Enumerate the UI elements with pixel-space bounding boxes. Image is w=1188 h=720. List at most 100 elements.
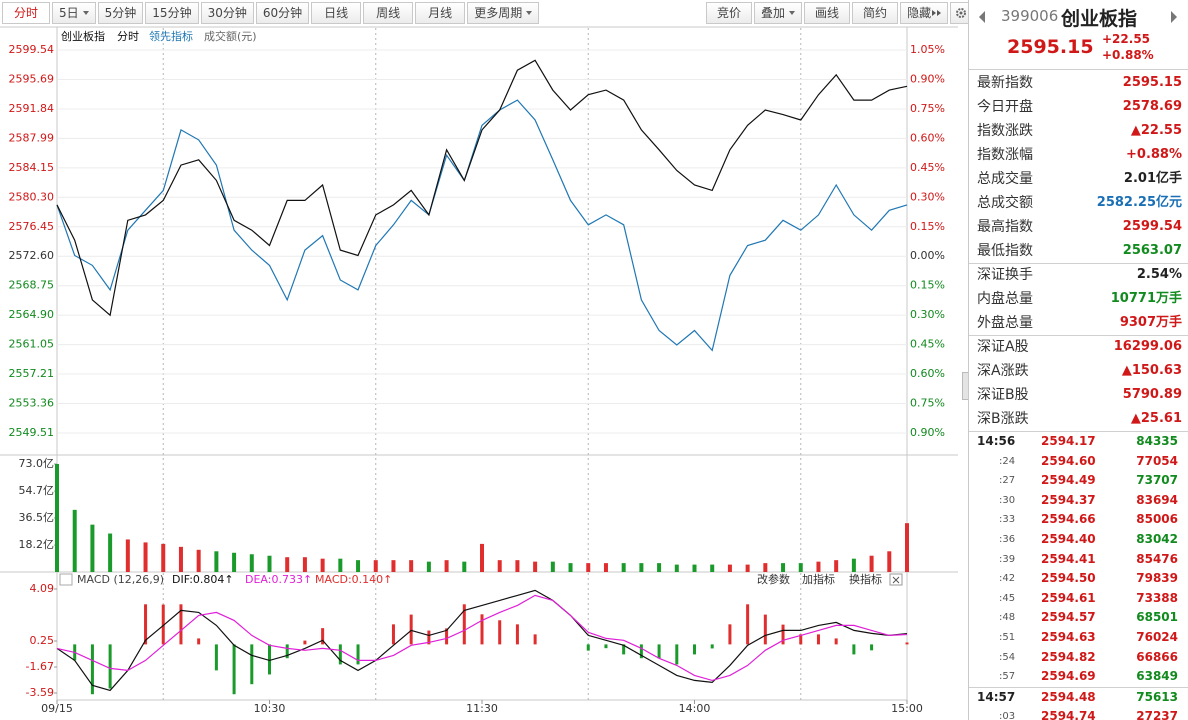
tick-volume: 83042 [1136, 532, 1178, 546]
macd-bar [675, 644, 679, 665]
volume-bar [90, 524, 95, 572]
volume-bar [515, 560, 520, 572]
period-tab[interactable]: 30分钟 [200, 2, 254, 24]
prev-arrow[interactable] [979, 11, 985, 23]
tool-button[interactable]: 叠加 [754, 2, 803, 24]
tick-time: :30 [999, 494, 1016, 506]
tick-time: :57 [999, 671, 1016, 683]
y-tick-label: 18.2亿 [19, 538, 55, 551]
y-tick-label: 2553.36 [9, 397, 55, 410]
indicator-button[interactable]: 换指标 [849, 572, 882, 586]
tick-price: 2594.50 [1041, 571, 1096, 586]
stat-label: 深证B股 [977, 387, 1029, 403]
period-tab[interactable]: 分时 [2, 2, 51, 24]
tick-time: :33 [999, 514, 1016, 526]
legend-series: 创业板指 [61, 29, 105, 43]
frame [0, 26, 958, 701]
volume-bar [727, 564, 732, 572]
tool-button[interactable]: 画线 [804, 2, 851, 24]
y-tick-label: -1.67 [26, 660, 54, 673]
next-arrow[interactable] [1171, 11, 1177, 23]
index-change-pct: +0.88% [1102, 48, 1154, 62]
period-tab[interactable]: 5分钟 [97, 2, 144, 24]
volume-bar [409, 560, 414, 572]
tool-button[interactable]: 简约 [852, 2, 899, 24]
tick-time: :03 [999, 711, 1016, 720]
separator [969, 263, 1188, 264]
indicator-button[interactable]: 加指标 [802, 572, 835, 586]
y2-tick-label: 0.90% [910, 426, 945, 439]
tick-time: :36 [999, 534, 1016, 545]
macd-bar [622, 644, 626, 655]
y-tick-label: 2595.69 [9, 72, 55, 85]
tool-button[interactable]: 竞价 [706, 2, 753, 24]
tool-button[interactable]: 隐藏 [900, 2, 949, 24]
tick-volume: 63849 [1136, 669, 1178, 684]
volume-bar [161, 543, 166, 572]
macd-bar [710, 644, 714, 649]
volume-bar [745, 564, 750, 572]
volume-bar [781, 563, 786, 572]
volume-bar [426, 561, 431, 572]
macd-bar [427, 630, 431, 645]
tick-time: :48 [999, 612, 1016, 624]
period-tab[interactable]: 15分钟 [145, 2, 199, 24]
volume-bar [550, 561, 555, 572]
period-tab[interactable]: 更多周期 [467, 2, 540, 24]
stat-label: 深证A股 [977, 339, 1029, 355]
stat-value: +0.88% [1126, 147, 1182, 162]
y-tick-label: 2561.05 [9, 338, 55, 351]
stat-label: 内盘总量 [977, 291, 1033, 307]
tick-volume: 79839 [1136, 571, 1178, 586]
settings-button[interactable] [950, 2, 973, 24]
stat-value: 2563.07 [1122, 243, 1182, 258]
tick-volume: 75613 [1136, 689, 1178, 704]
macd-bar [604, 644, 608, 649]
indicator-button[interactable]: 改参数 [757, 572, 790, 586]
tick-volume: 27237 [1136, 709, 1178, 720]
tab-label: 5日 [59, 6, 79, 20]
period-tab[interactable]: 5日 [52, 2, 96, 24]
macd-bar [321, 628, 325, 645]
macd-bar [480, 614, 484, 645]
y-tick-label: 0.25 [30, 634, 55, 647]
macd-bar [533, 634, 537, 645]
y2-tick-label: 0.30% [910, 190, 945, 203]
y-tick-label: 2572.60 [9, 249, 55, 262]
legend-dea: DEA:0.733↑ [245, 573, 312, 586]
macd-bar [391, 624, 395, 645]
volume-bar [586, 563, 591, 572]
macd-bar [852, 644, 856, 655]
volume-bar [834, 560, 839, 572]
legend-dif: DIF:0.804↑ [172, 573, 234, 586]
period-tab[interactable]: 60分钟 [255, 2, 310, 24]
tick-price: 2594.61 [1041, 590, 1096, 605]
volume-bar [533, 561, 538, 572]
macd-bar [197, 638, 201, 645]
volume-bar [125, 539, 130, 572]
index-code: 399006 [1001, 7, 1059, 25]
price-line [56, 99, 908, 352]
period-tab[interactable]: 月线 [415, 2, 466, 24]
volume-bar [302, 557, 307, 572]
tick-time: :24 [999, 455, 1016, 467]
tick-price: 2594.49 [1041, 473, 1096, 488]
volume-bar [108, 533, 113, 572]
period-tab[interactable]: 周线 [363, 2, 414, 24]
macd-bar [905, 642, 909, 645]
y-tick-label: 36.5亿 [19, 511, 55, 524]
separator [969, 69, 1188, 70]
y-tick-label: 2584.15 [9, 161, 55, 174]
tick-price: 2594.63 [1041, 630, 1096, 644]
y2-tick-label: 0.75% [910, 397, 945, 410]
volume-bar [497, 560, 502, 572]
y2-tick-label: 0.00% [910, 249, 945, 262]
arrow-icon [932, 10, 937, 16]
y-tick-label: 2599.54 [9, 43, 55, 56]
macd-bar [781, 624, 785, 645]
y-tick-label: 73.0亿 [19, 457, 55, 470]
arrow-icon [937, 10, 942, 16]
tick-time: 14:57 [977, 689, 1016, 704]
period-tab[interactable]: 日线 [311, 2, 362, 24]
y-tick-label: 2591.84 [9, 102, 55, 115]
